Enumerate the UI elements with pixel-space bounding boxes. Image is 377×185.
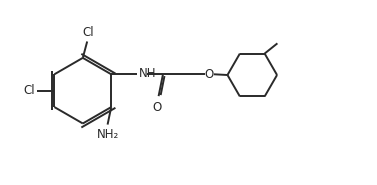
Text: O: O (205, 68, 214, 81)
Text: NH₂: NH₂ (97, 128, 119, 141)
Text: Cl: Cl (82, 26, 94, 39)
Text: Cl: Cl (23, 84, 35, 97)
Text: O: O (152, 100, 161, 114)
Text: NH: NH (139, 67, 156, 80)
